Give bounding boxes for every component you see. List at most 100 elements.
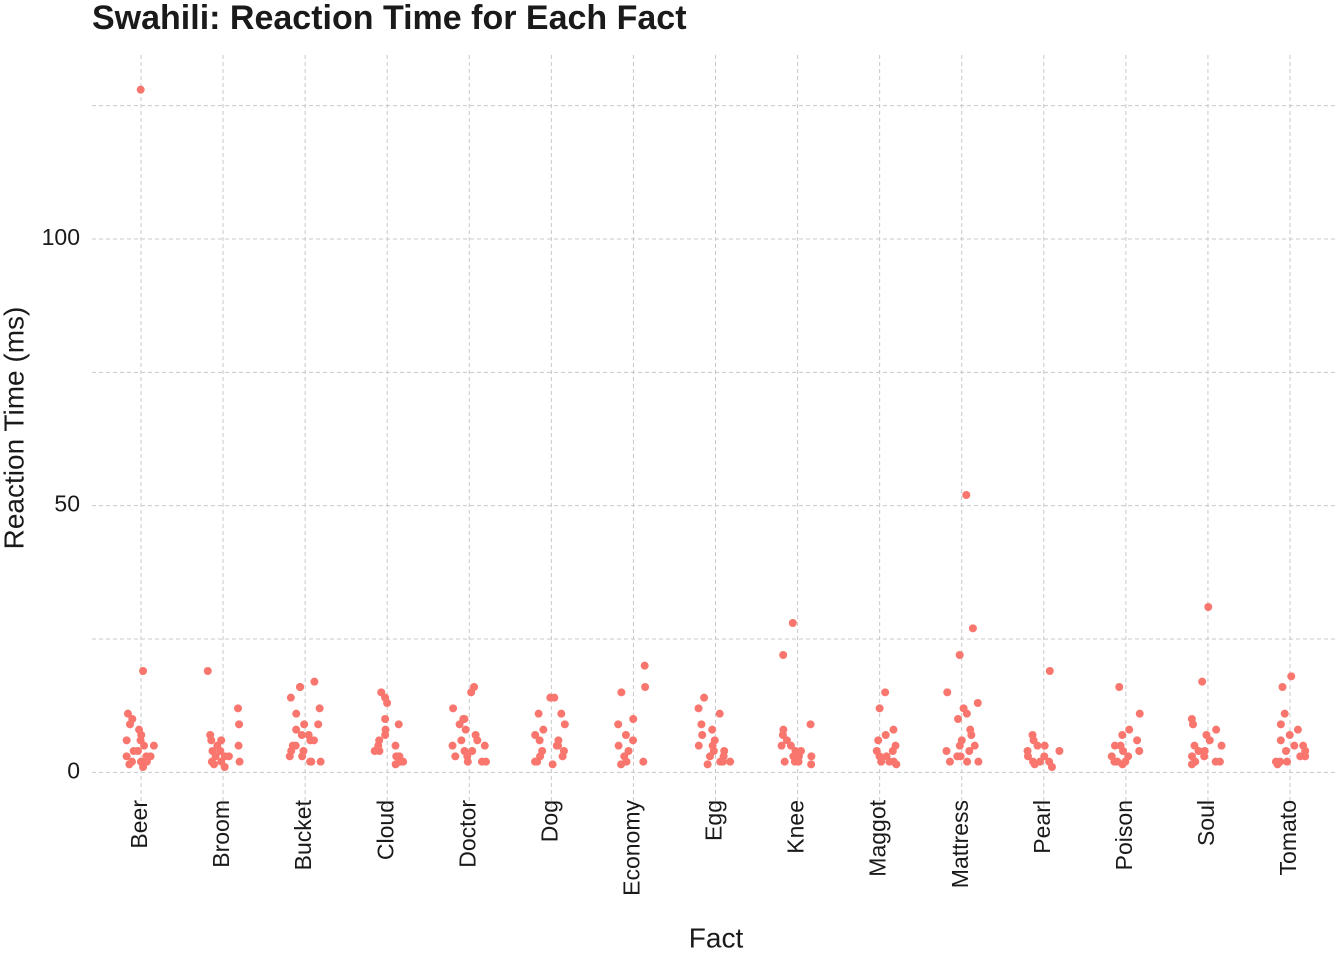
- point: [962, 491, 971, 499]
- point: [1133, 736, 1142, 745]
- point: [1135, 709, 1144, 718]
- point: [1119, 747, 1128, 755]
- point: [807, 760, 816, 769]
- x-tick-label: Poison: [1111, 800, 1137, 870]
- point: [1118, 731, 1127, 739]
- point: [448, 741, 457, 750]
- point: [224, 752, 233, 761]
- point: [694, 741, 703, 750]
- point: [955, 741, 964, 750]
- point: [1040, 741, 1049, 750]
- point: [1287, 672, 1296, 681]
- point: [1125, 725, 1134, 734]
- point: [1215, 757, 1224, 766]
- point: [455, 720, 464, 729]
- point: [220, 763, 229, 771]
- point: [546, 693, 555, 702]
- point: [954, 715, 963, 723]
- point: [639, 757, 648, 766]
- x-tick-label: Doctor: [454, 800, 480, 868]
- point: [381, 715, 390, 723]
- point: [535, 736, 544, 745]
- point: [136, 85, 145, 94]
- point: [1217, 741, 1226, 750]
- point: [1293, 725, 1302, 734]
- point: [468, 747, 477, 755]
- point: [1023, 752, 1032, 761]
- point: [1283, 757, 1292, 766]
- point: [451, 752, 460, 761]
- point: [306, 736, 315, 745]
- point: [310, 677, 319, 686]
- point: [449, 704, 458, 713]
- point: [694, 704, 703, 713]
- y-axis-title: Reaction Time (ms): [0, 307, 29, 550]
- point: [123, 709, 132, 718]
- point: [122, 752, 131, 761]
- point: [316, 757, 325, 766]
- point: [296, 683, 305, 691]
- point: [1285, 731, 1294, 739]
- point: [1045, 667, 1054, 675]
- point: [874, 736, 883, 745]
- point: [297, 731, 306, 739]
- point: [461, 725, 470, 734]
- point: [391, 760, 400, 769]
- point: [1047, 763, 1056, 771]
- point: [806, 720, 815, 729]
- point: [968, 624, 977, 633]
- y-tick-label: 50: [54, 491, 80, 517]
- point: [149, 741, 158, 750]
- x-tick-label: Broom: [208, 800, 234, 868]
- point: [624, 747, 633, 755]
- point: [715, 709, 724, 718]
- point: [473, 736, 482, 745]
- point: [292, 709, 301, 718]
- point: [888, 747, 897, 755]
- point: [956, 752, 965, 761]
- point: [629, 715, 638, 723]
- y-tick-label: 0: [67, 757, 80, 783]
- point: [614, 741, 623, 750]
- x-tick-label: Bucket: [290, 799, 316, 870]
- point: [1212, 725, 1221, 734]
- point: [306, 757, 315, 766]
- point: [122, 736, 131, 745]
- x-tick-label: Knee: [783, 800, 809, 854]
- point: [965, 747, 974, 755]
- point: [1055, 747, 1064, 755]
- point: [207, 736, 216, 745]
- point: [129, 747, 138, 755]
- point: [967, 731, 976, 739]
- point: [1278, 683, 1287, 691]
- point: [1110, 741, 1119, 750]
- x-tick-label: Soul: [1193, 800, 1219, 846]
- point: [716, 757, 725, 766]
- x-tick-label: Economy: [619, 800, 645, 896]
- point: [1296, 752, 1305, 761]
- point: [945, 757, 954, 766]
- point: [970, 741, 979, 750]
- x-tick-label: Mattress: [947, 800, 973, 888]
- point: [125, 720, 134, 729]
- point: [463, 757, 472, 766]
- point: [381, 731, 390, 739]
- point: [552, 741, 561, 750]
- point: [788, 619, 797, 627]
- point: [1040, 752, 1049, 761]
- point: [539, 725, 548, 734]
- point: [1118, 760, 1127, 769]
- point: [790, 757, 799, 766]
- point: [779, 651, 788, 659]
- point: [881, 731, 890, 739]
- point: [285, 752, 294, 761]
- point: [1276, 736, 1285, 745]
- point: [286, 693, 295, 702]
- point: [641, 683, 650, 691]
- point: [1204, 603, 1213, 611]
- point: [640, 661, 649, 670]
- point: [1198, 677, 1207, 686]
- point: [700, 693, 709, 702]
- point: [531, 757, 540, 766]
- point: [708, 725, 717, 734]
